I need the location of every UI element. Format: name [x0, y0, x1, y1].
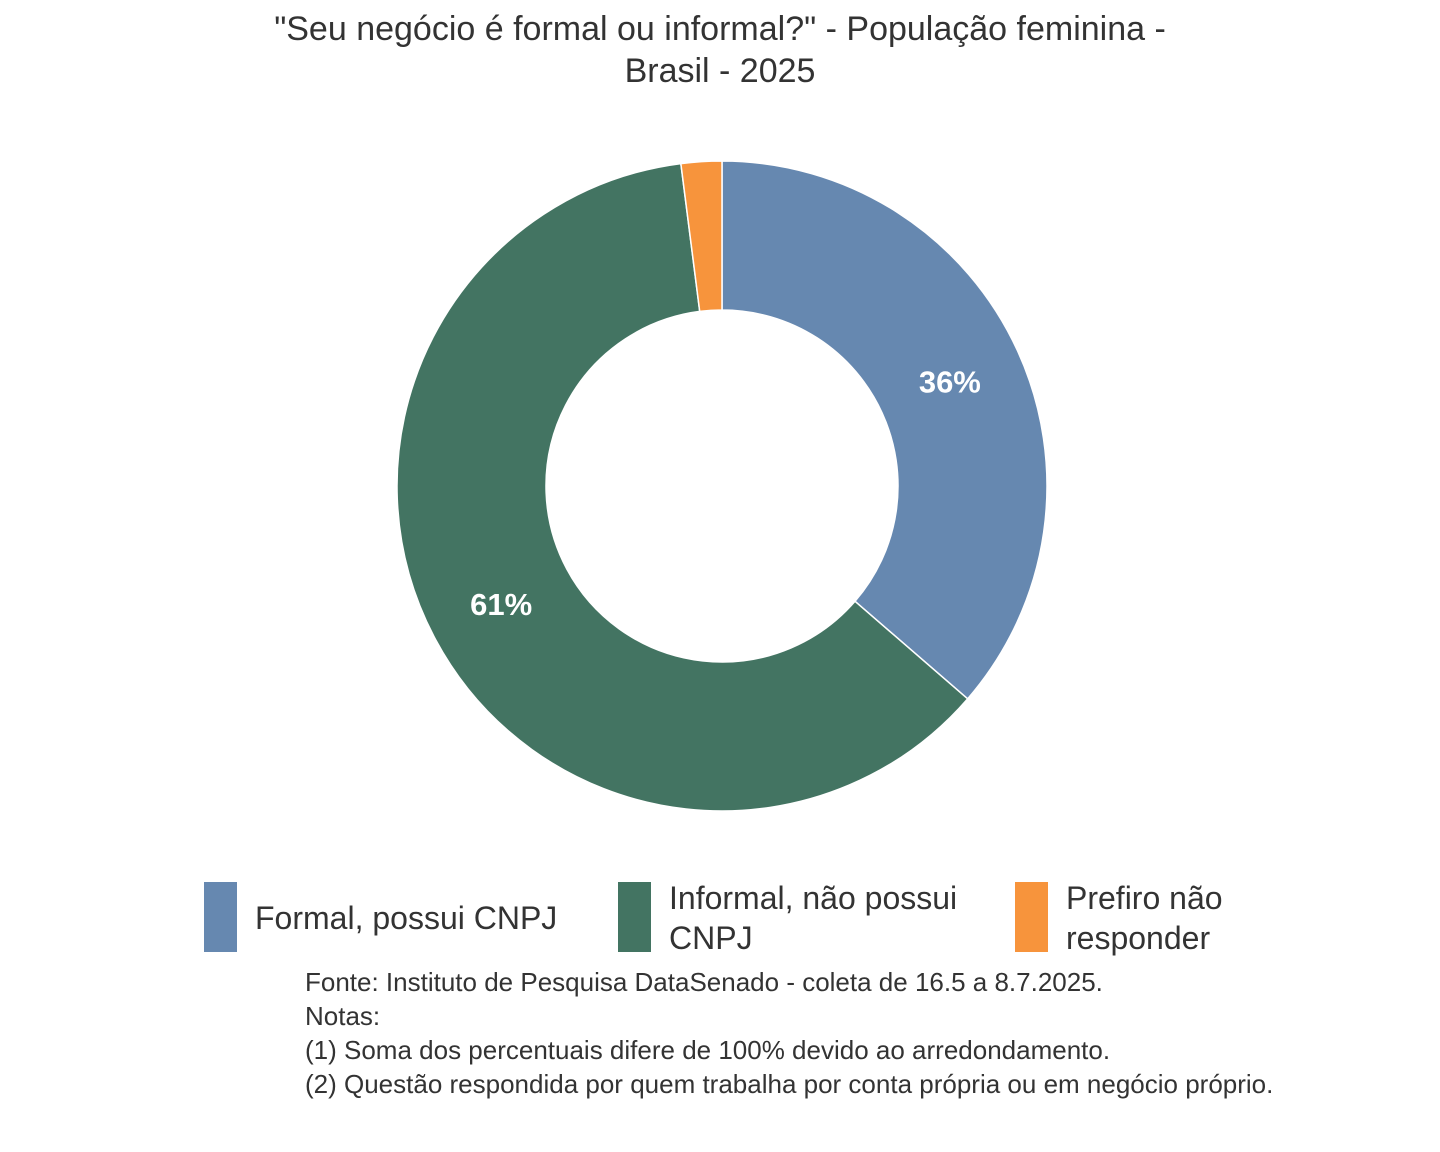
chart-title-line-1: "Seu negócio é formal ou informal?" - Po… — [274, 10, 1166, 48]
notes-heading: Notas: — [305, 1001, 381, 1031]
legend-swatch-prefiro — [1015, 882, 1048, 952]
chart-title-line-2: Brasil - 2025 — [624, 52, 816, 90]
slice-label-formal: 36% — [919, 364, 981, 399]
slice-formal — [721, 160, 1048, 700]
legend-item-formal: Formal, possui CNPJ — [204, 880, 557, 952]
slice-prefiro — [680, 160, 723, 313]
donut-chart: 36% 61% — [396, 160, 1048, 812]
source-text: Fonte: Instituto de Pesquisa DataSenado … — [305, 967, 1103, 997]
legend-swatch-informal — [618, 882, 651, 952]
legend-label-formal-line-1: Formal, possui CNPJ — [255, 900, 558, 936]
legend-label-informal-line-2: CNPJ — [669, 920, 753, 956]
note-2: (2) Questão respondida por quem trabalha… — [305, 1069, 1274, 1099]
legend-item-prefiro: Prefiro não responder — [1015, 880, 1223, 958]
source-notes: Fonte: Instituto de Pesquisa DataSenado … — [305, 965, 1425, 1101]
legend: Formal, possui CNPJ Informal, não possui… — [0, 880, 1440, 960]
legend-label-prefiro-line-2: responder — [1066, 920, 1211, 956]
legend-item-informal: Informal, não possui CNPJ — [618, 880, 957, 958]
legend-label-formal: Formal, possui CNPJ — [255, 898, 557, 938]
legend-label-prefiro: Prefiro não responder — [1066, 878, 1223, 958]
legend-swatch-formal — [204, 882, 237, 952]
legend-label-informal-line-1: Informal, não possui — [669, 880, 958, 916]
legend-label-prefiro-line-1: Prefiro não — [1066, 880, 1223, 916]
slice-informal — [396, 162, 969, 812]
note-1: (1) Soma dos percentuais difere de 100% … — [305, 1035, 1111, 1065]
chart-title: "Seu negócio é formal ou informal?" - Po… — [0, 8, 1440, 92]
legend-label-informal: Informal, não possui CNPJ — [669, 878, 957, 958]
slice-label-informal: 61% — [470, 587, 532, 622]
